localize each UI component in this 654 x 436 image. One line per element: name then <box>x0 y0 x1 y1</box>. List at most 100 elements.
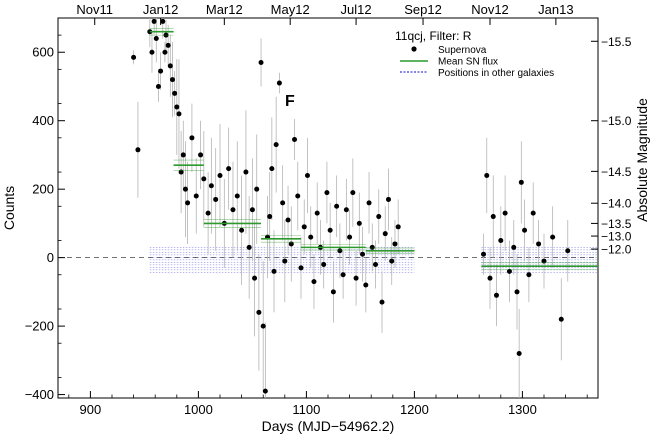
data-point <box>189 135 195 141</box>
top-tick-label: Jan12 <box>143 2 178 17</box>
x-axis-ticks: 900 1000 1100 1200 1300 <box>68 391 588 417</box>
legend-title: 11qcj, Filter: R <box>395 29 472 43</box>
right-tick-label: −13.5 <box>601 217 632 231</box>
data-point <box>337 248 343 254</box>
data-point <box>276 80 282 86</box>
top-tick-label: Nov11 <box>76 2 113 17</box>
data-point <box>484 172 490 178</box>
data-point <box>208 183 214 189</box>
data-point <box>135 147 141 153</box>
y-tick-label: −400 <box>25 387 54 402</box>
top-axis-ticks: Nov11 Jan12 Mar12 May12 Jul12 Sep12 Nov12 Jan13 <box>76 2 574 25</box>
data-point <box>201 176 207 182</box>
data-point <box>160 18 166 24</box>
data-point <box>271 268 277 274</box>
data-point <box>522 227 528 233</box>
annotation-label: F <box>285 93 295 110</box>
data-point <box>490 214 496 220</box>
data-point <box>213 196 219 202</box>
data-point <box>518 179 524 185</box>
data-point <box>502 210 508 216</box>
x-tick-label: 1100 <box>292 402 320 417</box>
data-point <box>217 172 223 178</box>
data-point <box>353 275 359 281</box>
data-point <box>193 193 199 199</box>
data-point <box>198 152 204 158</box>
data-point <box>226 166 232 172</box>
data-point <box>321 261 327 267</box>
y-tick-label: −200 <box>25 319 54 334</box>
data-point <box>550 234 556 240</box>
data-point <box>301 224 307 230</box>
data-point <box>511 244 517 250</box>
right-tick-label: −14.5 <box>601 165 632 179</box>
data-point <box>174 104 180 110</box>
top-tick-label: May12 <box>271 2 310 17</box>
data-point <box>565 248 571 254</box>
y-tick-label: 0 <box>47 250 54 265</box>
data-point <box>392 241 398 247</box>
data-point <box>249 207 255 213</box>
data-point <box>385 196 391 202</box>
plot-frame <box>57 17 599 399</box>
data-point <box>382 231 388 237</box>
data-point <box>155 83 161 89</box>
right-tick-label: −15.0 <box>601 114 632 128</box>
data-point <box>389 258 395 264</box>
data-point <box>347 234 353 240</box>
data-point <box>153 36 159 42</box>
data-point <box>327 227 333 233</box>
y-tick-label: 200 <box>32 182 54 197</box>
data-point <box>269 166 275 172</box>
data-point <box>162 49 168 55</box>
data-point <box>185 200 191 206</box>
supernova-points <box>131 18 571 394</box>
right-tick-label: −15.5 <box>601 35 632 49</box>
data-point <box>379 299 385 305</box>
data-point <box>369 244 375 250</box>
data-point <box>288 241 294 247</box>
top-tick-label: Nov12 <box>471 2 509 17</box>
x-tick-label: 1000 <box>184 402 213 417</box>
data-point <box>239 227 245 233</box>
top-tick-label: Jul12 <box>341 2 372 17</box>
data-point <box>324 190 330 196</box>
data-point <box>165 42 171 48</box>
right-tick-label: −14.0 <box>601 197 632 211</box>
x-tick-label: 900 <box>80 402 102 417</box>
data-point <box>234 193 240 199</box>
data-point <box>280 200 286 206</box>
data-point <box>295 193 301 199</box>
data-point <box>536 241 542 247</box>
data-point <box>481 251 487 257</box>
y-axis-ticks: −400 −200 0 200 400 600 <box>25 34 65 402</box>
data-point <box>541 258 547 264</box>
data-point <box>172 90 178 96</box>
data-point <box>149 49 155 55</box>
legend-entry-supernova: Supernova <box>438 45 487 56</box>
data-point <box>273 142 279 148</box>
data-point <box>262 388 268 394</box>
data-point <box>298 265 304 271</box>
y-tick-label: 600 <box>32 45 54 60</box>
x-axis-label: Days (MJD−54962.2) <box>262 418 395 434</box>
data-point <box>282 258 288 264</box>
data-point <box>176 111 182 117</box>
data-point <box>151 18 157 24</box>
data-point <box>360 251 366 257</box>
data-point <box>395 224 401 230</box>
data-point <box>376 214 382 220</box>
top-tick-label: Mar12 <box>206 2 243 17</box>
data-point <box>267 214 273 220</box>
data-point <box>230 207 236 213</box>
legend-marker-supernova <box>411 46 417 52</box>
data-point <box>340 272 346 278</box>
x-tick-label: 1300 <box>508 402 537 417</box>
mean-sn-flux <box>149 27 598 270</box>
legend: 11qcj, Filter: R Supernova Mean SN flux … <box>395 29 554 79</box>
right-tick-label: −12.0 <box>601 243 632 257</box>
data-point <box>487 275 493 281</box>
data-point <box>498 238 504 244</box>
y-axis-label: Counts <box>1 186 17 230</box>
